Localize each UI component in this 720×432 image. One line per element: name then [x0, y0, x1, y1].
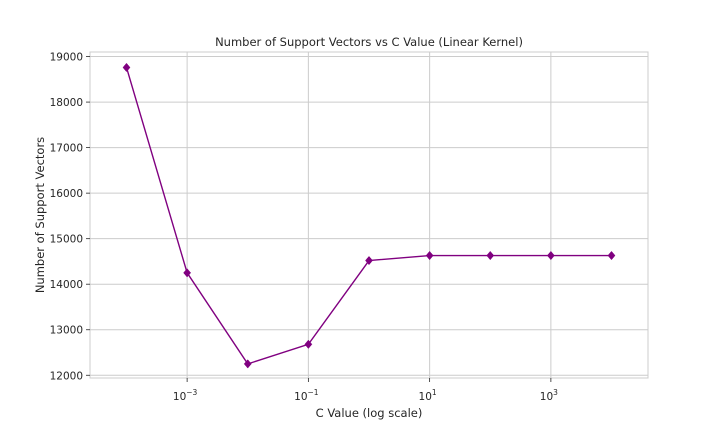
plot-area [89, 51, 649, 379]
data-point [607, 250, 616, 261]
data-point [425, 250, 434, 261]
grid [90, 52, 648, 378]
y-tick-label: 14000 [50, 279, 83, 291]
x-tick-label: 10−3 [173, 388, 198, 403]
data-point [365, 255, 373, 266]
y-axis-label: Number of Support Vectors [33, 137, 47, 293]
y-ticks: 12000 13000 14000 15000 16000 17000 18000 19000 [50, 52, 90, 382]
x-tick-label: 10−1 [294, 388, 319, 403]
x-tick-label: 101 [419, 388, 437, 403]
y-tick-label: 18000 [50, 97, 83, 109]
chart-title: Number of Support Vectors vs C Value (Li… [215, 35, 523, 49]
data-point [304, 339, 313, 349]
x-tick-label: 103 [540, 388, 558, 403]
y-tick-label: 13000 [50, 325, 83, 337]
data-point [486, 250, 495, 261]
data-point [122, 62, 131, 73]
x-ticks: 10−3 10−1 101 103 [173, 378, 558, 403]
y-tick-label: 12000 [50, 370, 83, 382]
data-point [183, 268, 192, 278]
y-tick-label: 15000 [50, 234, 83, 246]
data-point [546, 250, 555, 261]
y-tick-label: 16000 [50, 188, 83, 200]
series-layer [122, 62, 616, 369]
y-tick-label: 19000 [50, 52, 83, 64]
y-tick-label: 17000 [50, 143, 83, 155]
x-axis-label: C Value (log scale) [316, 406, 423, 420]
data-point [243, 359, 252, 369]
